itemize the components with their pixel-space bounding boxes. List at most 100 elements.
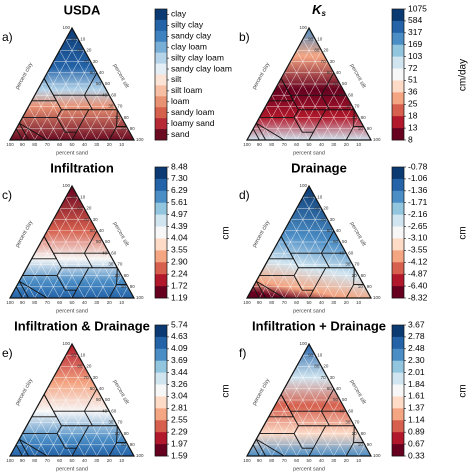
colorbar-swatch — [392, 44, 404, 57]
tick-label: 40 — [99, 70, 105, 75]
colorbar-label: 584 — [408, 15, 422, 25]
axis-label: percent silt — [112, 221, 130, 248]
colorbar-label: 3.04 — [171, 391, 188, 401]
tick-label: 70 — [117, 262, 123, 267]
class-boundary — [71, 289, 77, 299]
tick-label: 10 — [119, 300, 125, 305]
class-boundary — [15, 128, 23, 141]
tick-label: 100 — [299, 183, 307, 188]
tick-label: 70 — [45, 458, 51, 463]
grid-line — [290, 377, 335, 457]
colorbar-swatch — [392, 262, 404, 275]
colorbar-label: 5.74 — [171, 319, 188, 329]
panel-title: Infiltration + Drainage — [252, 318, 386, 333]
colorbar-label: 1.37 — [408, 403, 425, 413]
tick-label: 90 — [20, 458, 26, 463]
colorbar-swatch — [392, 360, 404, 373]
tick-label: 100 — [6, 142, 14, 147]
colorbar-swatch — [392, 384, 404, 397]
colorbar-label: -4.12 — [408, 257, 428, 267]
grid-line — [121, 128, 129, 141]
tick-label: 70 — [84, 375, 90, 380]
tick-label: 40 — [319, 458, 325, 463]
colorbar-label: -3.55 — [408, 245, 428, 255]
tick-label: 50 — [342, 239, 348, 244]
tick-label: 70 — [45, 300, 51, 305]
colorbar-swatch — [392, 128, 404, 141]
tick-label: 60 — [90, 70, 96, 75]
colorbar-unit: cm — [458, 226, 469, 239]
colorbar-label: -2.65 — [408, 221, 428, 231]
colorbar-swatch — [392, 9, 404, 22]
grid-line — [40, 83, 73, 141]
grid-line — [46, 219, 91, 299]
tick-label: 10 — [356, 458, 362, 463]
colorbar-swatch — [155, 444, 167, 457]
colorbar-swatch — [155, 96, 167, 108]
grid-line — [321, 411, 347, 457]
tick-label: 100 — [373, 295, 381, 300]
grid-line — [333, 422, 353, 457]
colorbar-frame — [391, 166, 405, 299]
grid-line — [290, 61, 335, 141]
colorbar-label: 1.14 — [408, 415, 425, 425]
colorbar-swatch — [155, 432, 167, 445]
tick-label: 60 — [294, 300, 300, 305]
tick-label: 60 — [294, 142, 300, 147]
colorbar-swatch — [155, 336, 167, 350]
colorbar-swatch — [392, 178, 404, 192]
class-boundary — [256, 122, 285, 141]
tick-label: 20 — [115, 273, 121, 278]
colorbar-label: sandy clay loam — [171, 63, 232, 73]
tick-label: 70 — [354, 262, 360, 267]
grid-line — [333, 264, 353, 299]
colorbar-label: silt loam — [171, 85, 202, 95]
colorbar-swatch — [392, 250, 404, 263]
class-boundary — [19, 280, 48, 299]
colorbar-frame — [391, 8, 405, 141]
tick-label: 40 — [319, 300, 325, 305]
tick-label: 100 — [62, 183, 70, 188]
tick-label: 40 — [339, 408, 345, 413]
colorbar-label: -1.36 — [408, 185, 428, 195]
tick-label: 30 — [108, 420, 114, 425]
tick-label: 30 — [330, 375, 336, 380]
colorbar-label: clay loam — [171, 41, 207, 51]
tick-label: 60 — [57, 300, 63, 305]
tick-label: 40 — [82, 458, 88, 463]
colorbar-swatch — [155, 250, 167, 263]
grid-line — [53, 61, 98, 141]
tick-label: 70 — [282, 300, 288, 305]
colorbar-label: 13 — [408, 122, 418, 132]
class-boundary — [252, 444, 260, 457]
colorbar-swatch — [392, 202, 404, 215]
grid-line — [358, 286, 366, 299]
class-boundary — [290, 410, 331, 427]
colorbar-unit: cm/day — [458, 59, 469, 91]
grid-line — [28, 106, 48, 141]
colorbar-swatch — [392, 116, 404, 129]
tick-label: 90 — [130, 442, 136, 447]
colorbar-label: 2.48 — [408, 343, 425, 353]
tick-label: 90 — [257, 142, 263, 147]
class-boundary — [290, 252, 331, 269]
ternary-frame — [8, 26, 136, 141]
colorbar-swatch — [155, 286, 167, 299]
tick-label: 20 — [107, 300, 113, 305]
tick-label: 90 — [257, 300, 263, 305]
class-boundary — [108, 425, 118, 457]
axis-label: percent sand — [56, 308, 88, 314]
grid-line — [277, 83, 310, 141]
tick-label: 10 — [121, 126, 127, 131]
colorbar-label: -1.71 — [408, 197, 428, 207]
tick-label: 80 — [269, 300, 275, 305]
tick-label: 60 — [90, 386, 96, 391]
tick-label: 60 — [294, 458, 300, 463]
panel-letter: d) — [239, 188, 250, 202]
panel-title: Ks — [312, 2, 326, 18]
tick-label: 50 — [306, 142, 312, 147]
colorbar-swatch — [392, 92, 404, 105]
colorbar-label: 18 — [408, 110, 418, 120]
ternary-frame — [8, 342, 136, 457]
class-boundary — [56, 109, 90, 133]
